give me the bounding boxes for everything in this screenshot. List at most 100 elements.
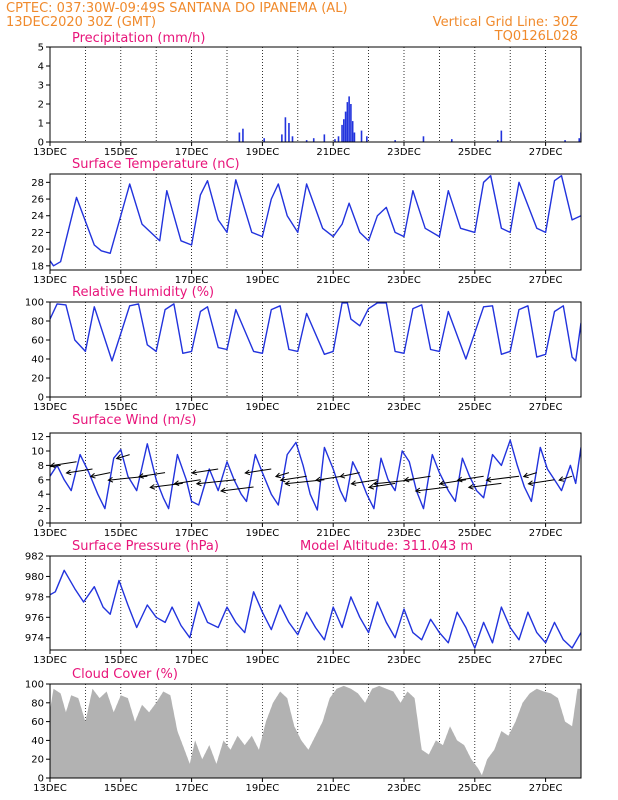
panel-frame <box>49 683 582 779</box>
panel-title: Relative Humidity (%) <box>72 285 214 300</box>
wind-arrow <box>90 472 111 478</box>
series-line <box>50 569 581 649</box>
precip-bar <box>288 123 290 142</box>
x-tick-label: 17DEC <box>175 783 209 794</box>
x-tick-label: 17DEC <box>175 275 209 286</box>
y-tick-label: 60 <box>31 717 44 728</box>
wind-arrow-head <box>403 476 410 483</box>
wind-arrow-head <box>368 483 375 490</box>
y-tick-label: 4 <box>38 490 44 501</box>
panel-frame <box>49 555 582 651</box>
wind-arrow <box>245 468 272 474</box>
y-tick-label: 28 <box>31 178 44 189</box>
wind-arrow-head <box>115 454 122 461</box>
header-location: CPTEC: 037:30W-09:49S SANTANA DO IPANEMA… <box>6 1 348 16</box>
y-tick-label: 978 <box>25 592 44 603</box>
y-tick-label: 10 <box>31 447 44 458</box>
precip-bar <box>337 136 340 142</box>
panel-6: Cloud Cover (%) 0 20 40 60 80 100 13DEC 15DEC 17D… <box>25 667 582 794</box>
wind-arrow <box>523 472 537 478</box>
x-tick-label: 25DEC <box>458 402 492 413</box>
wind-arrow-head <box>191 469 198 476</box>
panel-frame <box>49 46 582 143</box>
wind-arrow-head <box>65 469 72 476</box>
panel-2: Surface Temperature (nC) 18 20 22 24 26 28 13DE… <box>31 157 582 286</box>
precip-bar <box>341 124 343 142</box>
precip-bar <box>334 139 336 142</box>
precip-bar <box>344 111 347 142</box>
wind-arrow <box>150 482 183 488</box>
series-line <box>50 439 581 511</box>
y-tick-label: 976 <box>25 613 44 624</box>
wind-arrow-head <box>350 480 357 486</box>
y-tick-label: 22 <box>31 228 44 239</box>
panel-title: Surface Wind (m/s) <box>72 413 196 428</box>
y-tick-label: 100 <box>25 680 44 691</box>
plot-area <box>50 174 581 267</box>
x-tick-label: 23DEC <box>387 275 421 286</box>
x-tick-label: 17DEC <box>175 528 209 539</box>
x-tick-label: 19DEC <box>246 528 280 539</box>
header-grid-line: Vertical Grid Line: 30Z <box>433 15 578 30</box>
wind-arrow <box>50 461 77 467</box>
x-tick-label: 21DEC <box>316 147 350 158</box>
model-altitude-label: Model Altitude: 311.043 m <box>300 539 473 554</box>
precip-bar <box>366 136 368 142</box>
precip-bar <box>578 138 581 142</box>
precip-bar <box>351 121 354 142</box>
panel-frame <box>49 301 582 398</box>
x-tick-label: 27DEC <box>529 275 563 286</box>
wind-arrow <box>468 482 502 488</box>
wind-arrow-head <box>522 472 529 479</box>
y-tick-label: 100 <box>25 298 44 309</box>
precip-bar <box>348 96 350 142</box>
plot-area <box>28 439 581 511</box>
panel-3: Relative Humidity (%) 0 20 40 60 80 100 13DEC 15… <box>25 285 582 413</box>
wind-arrow <box>116 454 130 460</box>
precip-bar <box>242 128 244 142</box>
series-line <box>50 174 581 267</box>
wind-arrow-head <box>195 480 202 487</box>
y-tick-label: 0 <box>38 519 44 530</box>
x-tick-label: 15DEC <box>104 783 138 794</box>
y-tick-label: 18 <box>31 261 44 272</box>
wind-arrow-head <box>149 484 156 490</box>
y-tick-label: 20 <box>31 245 44 256</box>
x-tick-label: 27DEC <box>529 147 563 158</box>
y-tick-label: 982 <box>25 552 44 563</box>
precip-bar <box>305 140 308 142</box>
wind-arrow-head <box>527 480 534 486</box>
x-tick-label: 13DEC <box>33 402 67 413</box>
x-tick-label: 17DEC <box>175 655 209 666</box>
y-tick-label: 26 <box>31 195 44 206</box>
x-tick-label: 25DEC <box>458 147 492 158</box>
plot-area <box>50 302 581 362</box>
x-tick-label: 21DEC <box>316 655 350 666</box>
wind-arrow-head <box>50 462 56 468</box>
x-tick-label: 13DEC <box>33 275 67 286</box>
plot-area <box>50 684 581 778</box>
panel-title: Surface Temperature (nC) <box>72 157 240 172</box>
x-tick-label: 15DEC <box>104 528 138 539</box>
wind-arrow <box>404 475 431 481</box>
panel-frame <box>49 432 582 524</box>
panel-frame <box>49 173 582 271</box>
cloud-area <box>50 685 581 778</box>
wind-arrow <box>285 479 325 485</box>
y-tick-label: 20 <box>31 374 44 385</box>
wind-arrow <box>280 475 307 481</box>
wind-arrow <box>138 472 166 478</box>
wind-arrow-head <box>89 472 96 479</box>
y-tick-label: 20 <box>31 755 44 766</box>
x-tick-label: 23DEC <box>387 528 421 539</box>
y-tick-label: 2 <box>38 504 44 515</box>
wind-arrow <box>351 479 378 485</box>
wind-arrow <box>340 472 360 478</box>
x-tick-label: 19DEC <box>246 275 280 286</box>
precip-bar <box>564 140 566 142</box>
y-tick-label: 1 <box>38 119 44 130</box>
x-tick-label: 13DEC <box>33 655 67 666</box>
wind-arrow-head <box>28 466 33 471</box>
y-tick-label: 60 <box>31 336 44 347</box>
y-tick-label: 0 <box>38 774 44 785</box>
